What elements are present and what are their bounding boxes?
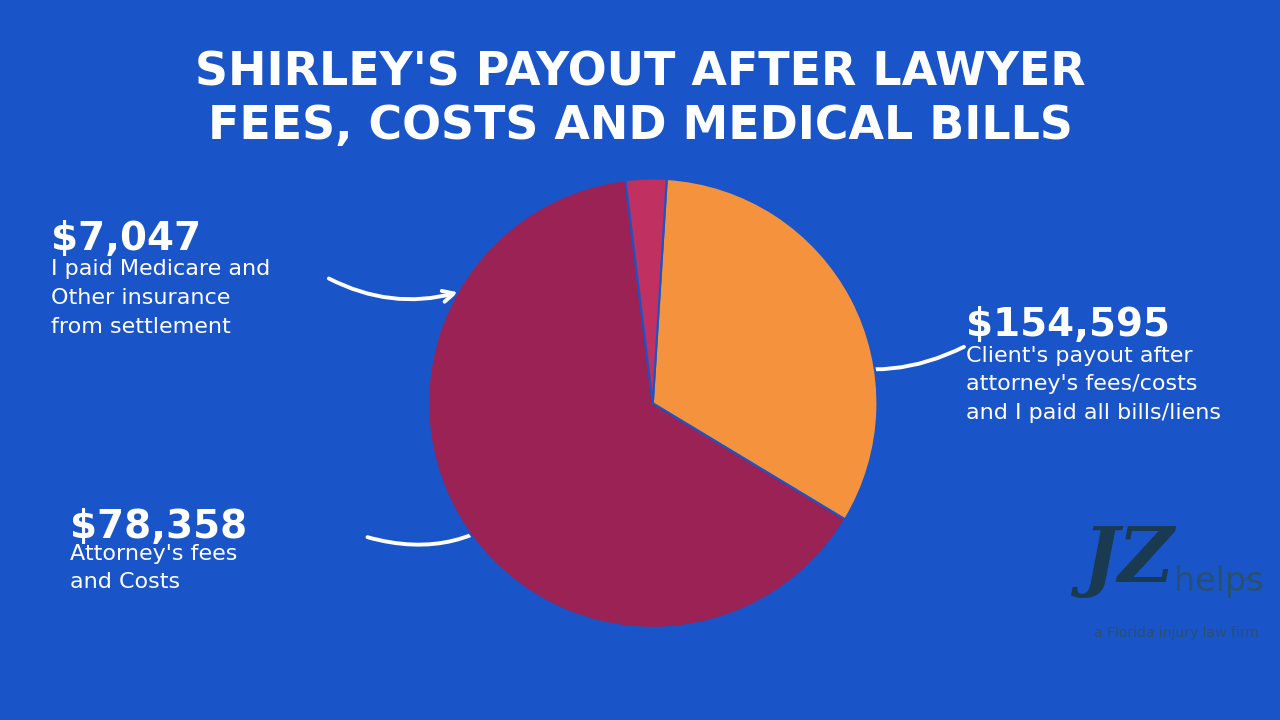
Text: $78,358: $78,358 [70,508,247,546]
Wedge shape [626,179,667,403]
Text: ™: ™ [1240,575,1254,589]
Text: I paid Medicare and
Other insurance
from settlement: I paid Medicare and Other insurance from… [51,259,270,337]
Text: $154,595: $154,595 [966,306,1170,344]
Text: a Florida injury law firm: a Florida injury law firm [1094,626,1260,640]
Wedge shape [653,179,877,519]
Text: JZ: JZ [1082,523,1174,598]
Text: SHIRLEY'S PAYOUT AFTER LAWYER
FEES, COSTS AND MEDICAL BILLS: SHIRLEY'S PAYOUT AFTER LAWYER FEES, COST… [195,50,1085,149]
Text: helps: helps [1174,564,1263,598]
Text: $7,047: $7,047 [51,220,201,258]
Text: Attorney's fees
and Costs: Attorney's fees and Costs [70,544,238,593]
Text: Client's payout after
attorney's fees/costs
and I paid all bills/liens: Client's payout after attorney's fees/co… [966,346,1221,423]
Wedge shape [429,180,845,628]
